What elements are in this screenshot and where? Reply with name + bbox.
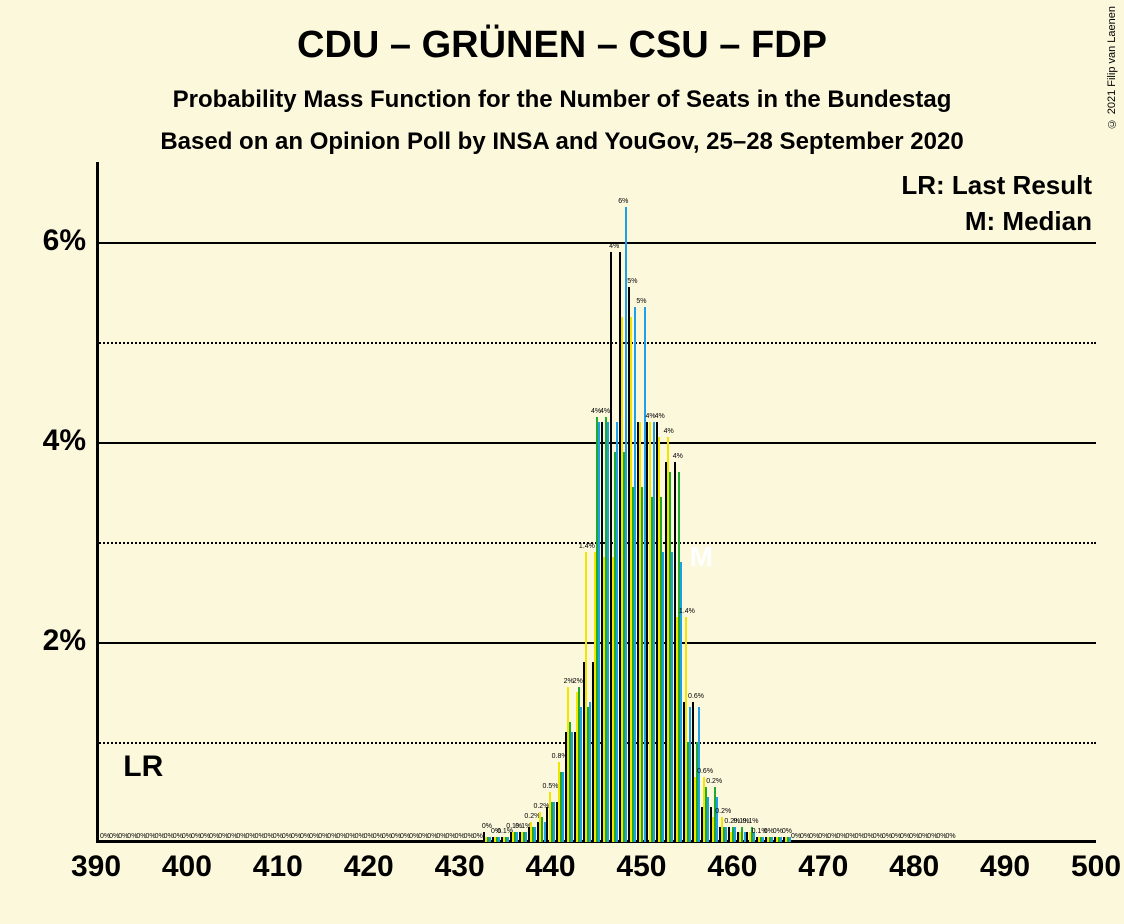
x-tick-label: 490 — [980, 850, 1030, 884]
bar-value-label: 4% — [673, 453, 683, 460]
bar-blue — [525, 832, 527, 842]
bar-blue — [671, 552, 673, 842]
bar-blue — [616, 422, 618, 842]
x-tick-label: 480 — [889, 850, 939, 884]
x-tick-label: 470 — [798, 850, 848, 884]
bar-blue — [707, 797, 709, 842]
bar-value-label: 2% — [573, 678, 583, 685]
chart-subtitle-2: Based on an Opinion Poll by INSA and You… — [0, 128, 1124, 156]
bar-value-label: 0.5% — [543, 783, 559, 790]
bar-blue — [625, 207, 627, 842]
bar-value-label: 4% — [655, 413, 665, 420]
bar-blue — [507, 837, 509, 842]
gridline-major — [96, 242, 1096, 244]
bar-blue — [762, 837, 764, 842]
bar-blue — [634, 307, 636, 842]
x-tick-label: 450 — [616, 850, 666, 884]
bar-blue — [653, 422, 655, 842]
x-tick-label: 410 — [253, 850, 303, 884]
bar-value-label: 0.6% — [697, 768, 713, 775]
bar-blue — [544, 822, 546, 842]
x-tick-label: 440 — [526, 850, 576, 884]
bar-blue — [725, 827, 727, 842]
bar-blue — [571, 732, 573, 842]
bar-blue — [644, 307, 646, 842]
bar-blue — [771, 837, 773, 842]
bar-value-label: 0.6% — [688, 693, 704, 700]
x-tick-label: 430 — [435, 850, 485, 884]
x-tick-label: 460 — [707, 850, 757, 884]
bar-value-label: 0.2% — [715, 808, 731, 815]
y-tick-label: 2% — [26, 624, 86, 658]
bar-blue — [716, 797, 718, 842]
pmf-chart: © 2021 Filip van Laenen CDU – GRÜNEN – C… — [0, 0, 1124, 924]
bar-blue — [589, 702, 591, 842]
x-tick-label: 420 — [344, 850, 394, 884]
bar-value-label: 0% — [473, 833, 483, 840]
annotation-lr: LR — [123, 752, 163, 782]
bar-value-label: 6% — [618, 198, 628, 205]
bar-value-label: 5% — [636, 298, 646, 305]
y-tick-label: 4% — [26, 424, 86, 458]
bar-blue — [607, 422, 609, 842]
annotation-m: M — [690, 543, 713, 571]
plot-area: 2%4%6%3904004104204304404504604704804905… — [96, 162, 1096, 842]
bar-value-label: 4% — [664, 428, 674, 435]
bar-value-label: 0.2% — [706, 778, 722, 785]
chart-title: CDU – GRÜNEN – CSU – FDP — [0, 24, 1124, 67]
bar-blue — [580, 707, 582, 842]
bar-blue — [534, 827, 536, 842]
bar-blue — [553, 802, 555, 842]
bar-blue — [598, 422, 600, 842]
bar-blue — [689, 707, 691, 842]
bar-value-label: 0.2% — [524, 813, 540, 820]
x-tick-label: 390 — [71, 850, 121, 884]
bar-blue — [744, 832, 746, 842]
y-axis — [96, 162, 99, 842]
x-tick-label: 500 — [1071, 850, 1121, 884]
bar-blue — [734, 827, 736, 842]
bar-blue — [516, 832, 518, 842]
bar-value-label: 1.4% — [579, 543, 595, 550]
bar-blue — [489, 837, 491, 842]
bar-value-label: 4% — [600, 408, 610, 415]
bar-value-label: 0.1% — [743, 818, 759, 825]
y-tick-label: 6% — [26, 224, 86, 258]
bar-value-label: 4% — [609, 243, 619, 250]
chart-subtitle-1: Probability Mass Function for the Number… — [0, 86, 1124, 114]
bar-value-label: 0% — [945, 833, 955, 840]
bar-blue — [780, 837, 782, 842]
x-tick-label: 400 — [162, 850, 212, 884]
bar-value-label: 5% — [627, 278, 637, 285]
bar-blue — [680, 562, 682, 842]
bar-value-label: 1.4% — [679, 608, 695, 615]
bar-blue — [662, 552, 664, 842]
gridline-minor — [96, 342, 1096, 344]
bar-blue — [562, 772, 564, 842]
bar-blue — [498, 837, 500, 842]
